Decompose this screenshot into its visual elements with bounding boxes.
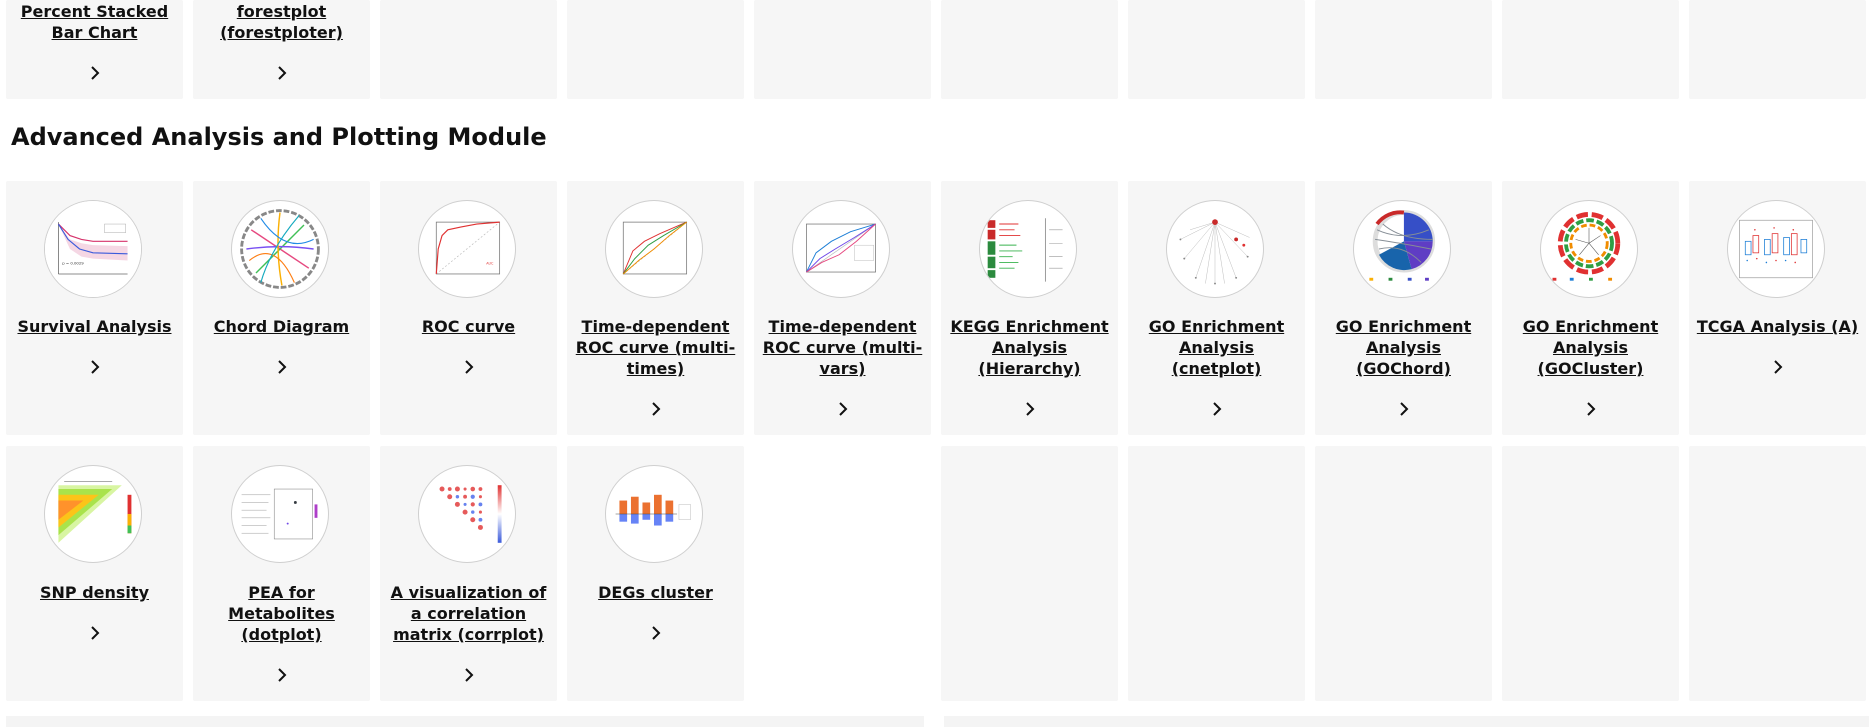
survival-roc-icon[interactable] bbox=[792, 200, 890, 298]
degs-cluster-icon[interactable] bbox=[605, 465, 703, 563]
chevron-right-icon[interactable] bbox=[87, 359, 103, 375]
card-label[interactable]: Time-dependent ROC curve (multi-vars) bbox=[762, 317, 923, 378]
chevron-right-icon[interactable] bbox=[648, 401, 664, 417]
card-empty bbox=[567, 0, 744, 99]
chevron-right-icon[interactable] bbox=[461, 667, 477, 683]
card-label[interactable]: Chord Diagram bbox=[213, 317, 350, 336]
section-title: Advanced Analysis and Plotting Module bbox=[11, 123, 547, 151]
chevron-right-icon[interactable] bbox=[274, 65, 290, 81]
tcga-boxplot-icon[interactable] bbox=[1727, 200, 1825, 298]
roc-curve-icon[interactable]: AUC bbox=[418, 200, 516, 298]
bottom-panel-left bbox=[6, 716, 924, 727]
card-empty bbox=[1689, 0, 1866, 99]
card-empty bbox=[1689, 446, 1866, 701]
chevron-right-icon[interactable] bbox=[1396, 401, 1412, 417]
chevron-right-icon[interactable] bbox=[274, 667, 290, 683]
card-empty bbox=[941, 0, 1118, 99]
card-go-cnetplot[interactable]: GO Enrichment Analysis (cnetplot) bbox=[1128, 181, 1305, 435]
time-roc-icon[interactable] bbox=[605, 200, 703, 298]
card-go-gochord[interactable]: GO Enrichment Analysis (GOChord) bbox=[1315, 181, 1492, 435]
bottom-panel-right bbox=[944, 716, 1869, 727]
card-tcga-analysis[interactable]: TCGA Analysis (A) bbox=[1689, 181, 1866, 435]
card-corrplot[interactable]: A visualization of a correlation matrix … bbox=[380, 446, 557, 701]
corrplot-icon[interactable] bbox=[418, 465, 516, 563]
card-label[interactable]: GO Enrichment Analysis (GOChord) bbox=[1335, 317, 1472, 378]
card-empty bbox=[1128, 446, 1305, 701]
card-label[interactable]: TCGA Analysis (A) bbox=[1696, 317, 1859, 336]
card-label[interactable]: ROC curve bbox=[421, 317, 516, 336]
dotplot-icon[interactable] bbox=[231, 465, 329, 563]
card-forestplot[interactable]: forestplot (forestploter) bbox=[193, 0, 370, 99]
chevron-right-icon[interactable] bbox=[87, 65, 103, 81]
chevron-right-icon[interactable] bbox=[1770, 359, 1786, 375]
card-chord-diagram[interactable]: Chord Diagram bbox=[193, 181, 370, 435]
card-label[interactable]: A visualization of a correlation matrix … bbox=[390, 583, 547, 644]
card-go-gocluster[interactable]: GO Enrichment Analysis (GOCluster) bbox=[1502, 181, 1679, 435]
card-snp-density[interactable]: SNP density bbox=[6, 446, 183, 701]
card-label[interactable]: Percent Stacked Bar Chart bbox=[20, 2, 169, 42]
card-empty bbox=[1128, 0, 1305, 99]
card-degs-cluster[interactable]: DEGs cluster bbox=[567, 446, 744, 701]
card-label[interactable]: KEGG Enrichment Analysis (Hierarchy) bbox=[950, 317, 1109, 378]
card-empty bbox=[754, 0, 931, 99]
survival-curve-icon[interactable]: p = 0.0029 bbox=[44, 200, 142, 298]
card-label[interactable]: PEA for Metabolites (dotplot) bbox=[228, 583, 335, 644]
card-empty bbox=[1315, 0, 1492, 99]
card-empty bbox=[380, 0, 557, 99]
card-empty bbox=[1502, 446, 1679, 701]
card-label[interactable]: Survival Analysis bbox=[17, 317, 172, 336]
card-empty bbox=[1502, 0, 1679, 99]
chevron-right-icon[interactable] bbox=[1022, 401, 1038, 417]
card-kegg-hierarchy[interactable]: KEGG Enrichment Analysis (Hierarchy) bbox=[941, 181, 1118, 435]
gocluster-icon[interactable] bbox=[1540, 200, 1638, 298]
card-label[interactable]: DEGs cluster bbox=[598, 583, 713, 602]
chevron-right-icon[interactable] bbox=[1209, 401, 1225, 417]
cnetplot-icon[interactable] bbox=[1166, 200, 1264, 298]
card-empty bbox=[941, 446, 1118, 701]
chevron-right-icon[interactable] bbox=[648, 625, 664, 641]
card-roc-curve[interactable]: AUC ROC curve bbox=[380, 181, 557, 435]
card-survival-analysis[interactable]: p = 0.0029 Survival Analysis bbox=[6, 181, 183, 435]
gochord-icon[interactable] bbox=[1353, 200, 1451, 298]
card-label[interactable]: forestplot (forestploter) bbox=[220, 2, 343, 42]
chevron-right-icon[interactable] bbox=[1583, 401, 1599, 417]
card-time-roc-multi-vars[interactable]: Time-dependent ROC curve (multi-vars) bbox=[754, 181, 931, 435]
card-label[interactable]: Time-dependent ROC curve (multi-times) bbox=[575, 317, 736, 378]
svg-text:p = 0.0029: p = 0.0029 bbox=[62, 260, 84, 265]
card-label[interactable]: SNP density bbox=[40, 583, 149, 602]
chevron-right-icon[interactable] bbox=[87, 625, 103, 641]
card-label[interactable]: GO Enrichment Analysis (cnetplot) bbox=[1148, 317, 1285, 378]
svg-text:AUC: AUC bbox=[486, 261, 494, 265]
chord-diagram-icon[interactable] bbox=[231, 200, 329, 298]
card-time-roc-multi-times[interactable]: Time-dependent ROC curve (multi-times) bbox=[567, 181, 744, 435]
kegg-hierarchy-icon[interactable] bbox=[979, 200, 1077, 298]
chevron-right-icon[interactable] bbox=[461, 359, 477, 375]
card-label[interactable]: GO Enrichment Analysis (GOCluster) bbox=[1522, 317, 1659, 378]
snp-density-icon[interactable] bbox=[44, 465, 142, 563]
card-pea-dotplot[interactable]: PEA for Metabolites (dotplot) bbox=[193, 446, 370, 701]
chevron-right-icon[interactable] bbox=[835, 401, 851, 417]
card-empty bbox=[1315, 446, 1492, 701]
card-percent-stacked-bar[interactable]: Percent Stacked Bar Chart bbox=[6, 0, 183, 99]
chevron-right-icon[interactable] bbox=[274, 359, 290, 375]
